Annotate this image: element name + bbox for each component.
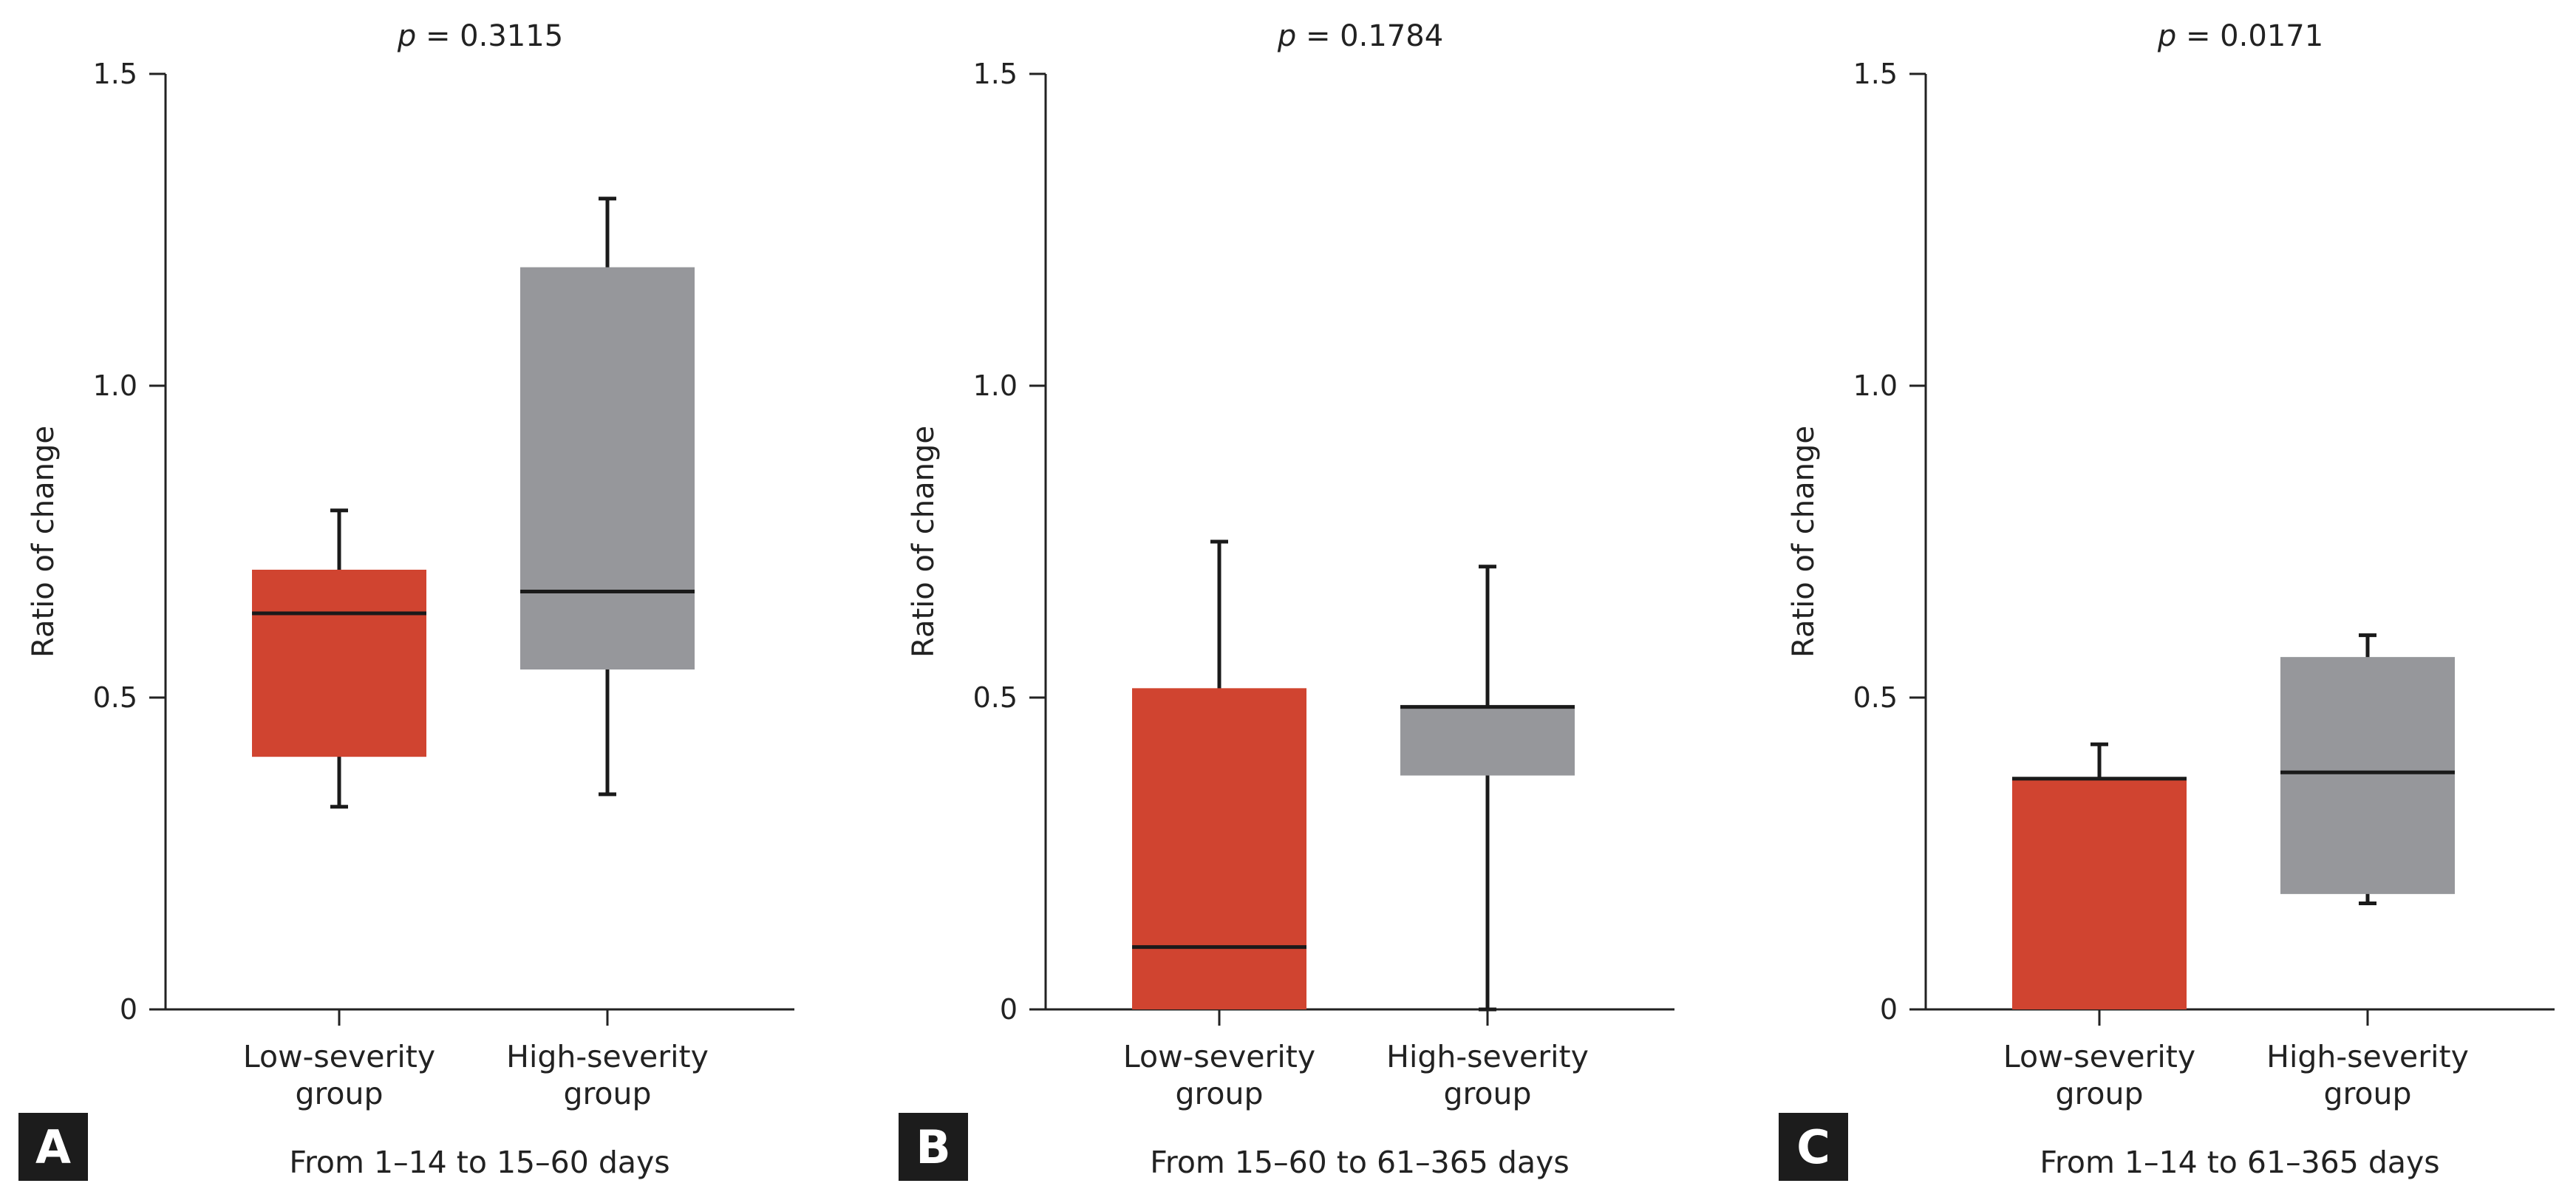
panel-c: 0 0.5 1.0 1.5 Ratio of change p = 0.0171 Low-s…	[1779, 19, 2555, 1181]
p-value-label: p = 0.3115	[397, 19, 563, 53]
y-tick-label: 0	[1000, 993, 1018, 1026]
box-low-severity	[252, 508, 426, 809]
y-tick-label: 1.5	[973, 58, 1018, 90]
p-value: = 0.3115	[416, 19, 563, 53]
box-iqr	[1132, 688, 1306, 1009]
box-iqr	[2012, 778, 2187, 1009]
panel-letter: C	[1796, 1120, 1830, 1174]
y-tick-label: 1.5	[93, 58, 137, 90]
y-tick-label: 0.5	[973, 681, 1018, 714]
y-axis-label: Ratio of change	[27, 426, 61, 658]
p-symbol: p	[397, 19, 416, 53]
box-low-severity	[2012, 742, 2187, 1009]
box-high-severity	[520, 197, 695, 797]
box-high-severity	[1400, 565, 1575, 1012]
box-low-severity	[1132, 539, 1306, 1009]
box-iqr	[2280, 657, 2455, 894]
y-tick-label: 1.0	[973, 369, 1018, 402]
box-iqr	[520, 267, 695, 670]
y-tick-label: 0	[1880, 993, 1898, 1026]
p-value: = 0.1784	[1296, 19, 1443, 53]
y-tick-label: 1.0	[93, 369, 137, 402]
p-symbol: p	[2157, 19, 2176, 53]
category-label: High-severity	[1386, 1039, 1589, 1074]
x-axis-label: From 1–14 to 61–365 days	[2040, 1145, 2439, 1180]
category-label: Low-severity	[2003, 1039, 2195, 1074]
y-tick-label: 0.5	[93, 681, 137, 714]
category-label: High-severity	[2266, 1039, 2469, 1074]
category-label-line2: group	[295, 1076, 383, 1111]
y-axis-label: Ratio of change	[907, 426, 941, 658]
category-label-line2: group	[2055, 1076, 2143, 1111]
y-tick-label: 0	[120, 993, 137, 1026]
category-label: Low-severity	[1123, 1039, 1315, 1074]
y-tick-label: 0.5	[1853, 681, 1898, 714]
p-value-label: p = 0.1784	[1277, 19, 1443, 53]
category-label: High-severity	[506, 1039, 709, 1074]
category-label-line2: group	[1175, 1076, 1263, 1111]
p-value-label: p = 0.0171	[2157, 19, 2323, 53]
panel-letter: A	[35, 1120, 71, 1174]
box-iqr	[252, 569, 426, 757]
x-axis-label: From 15–60 to 61–365 days	[1150, 1145, 1569, 1180]
p-value: = 0.0171	[2176, 19, 2323, 53]
panel-b: 0 0.5 1.0 1.5 Ratio of change p = 0.1784 Low-s…	[899, 19, 1674, 1181]
y-axis-label: Ratio of change	[1787, 426, 1821, 658]
p-symbol: p	[1277, 19, 1296, 53]
category-label-line2: group	[2323, 1076, 2411, 1111]
x-axis-label: From 1–14 to 15–60 days	[289, 1145, 669, 1180]
box-iqr	[1400, 706, 1575, 776]
panel-a: 0 0.5 1.0 1.5 Ratio of change p = 0.3115 Low-s…	[18, 19, 794, 1181]
y-tick-label: 1.5	[1853, 58, 1898, 90]
y-tick-label: 1.0	[1853, 369, 1898, 402]
category-label-line2: group	[563, 1076, 651, 1111]
panel-letter-badge	[1779, 1113, 1848, 1181]
panel-letter-badge	[18, 1113, 88, 1181]
category-label-line2: group	[1443, 1076, 1531, 1111]
box-high-severity	[2280, 633, 2455, 906]
panel-letter: B	[916, 1120, 950, 1174]
category-label: Low-severity	[243, 1039, 435, 1074]
panel-letter-badge	[899, 1113, 968, 1181]
